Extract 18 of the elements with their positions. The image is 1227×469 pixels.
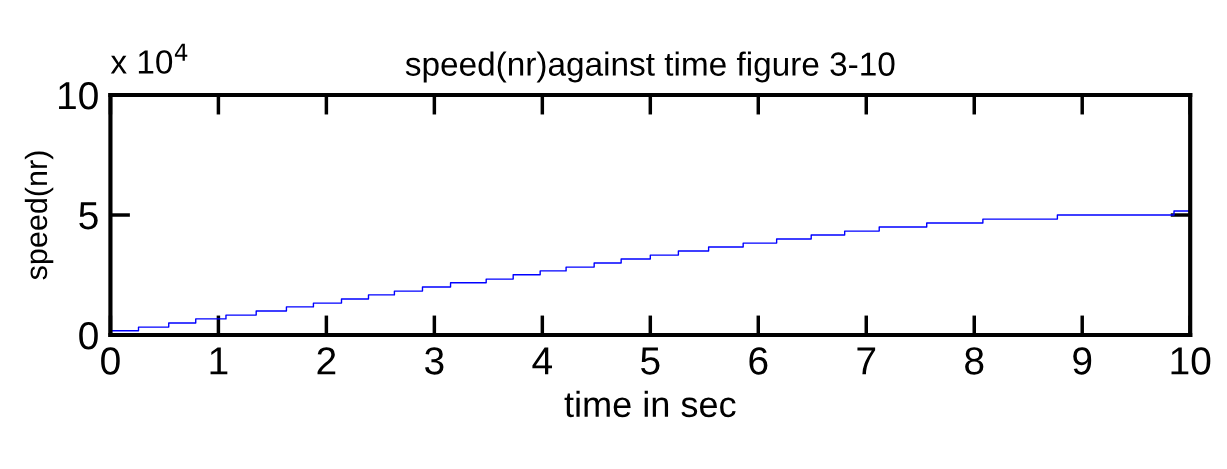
x-tick-label: 10 [1171,347,1211,375]
y-tick-label: 0 [79,321,98,350]
y-tick-label: 5 [79,202,98,230]
chart-title: speed(nr)against time figure 3-10 [405,51,895,83]
x-tick-label: 9 [1073,347,1092,375]
x-tick-label: 2 [317,347,336,375]
y-tick-label: 10 [59,81,98,110]
y-axis-title: speed(nr) [24,151,54,280]
x-tick-label: 0 [101,347,120,375]
x-axis-title: time in sec [564,390,736,418]
x-tick-label: 3 [425,347,444,375]
x-tick-label: 7 [857,347,876,375]
x-tick-label: 8 [965,347,984,375]
text: x 10$^{4}$ [110,43,188,74]
x-tick-label: 4 [532,347,553,375]
x-tick-label: 1 [210,347,228,375]
x-tick-label: 6 [749,347,768,375]
x-tick-label: 5 [641,347,660,375]
